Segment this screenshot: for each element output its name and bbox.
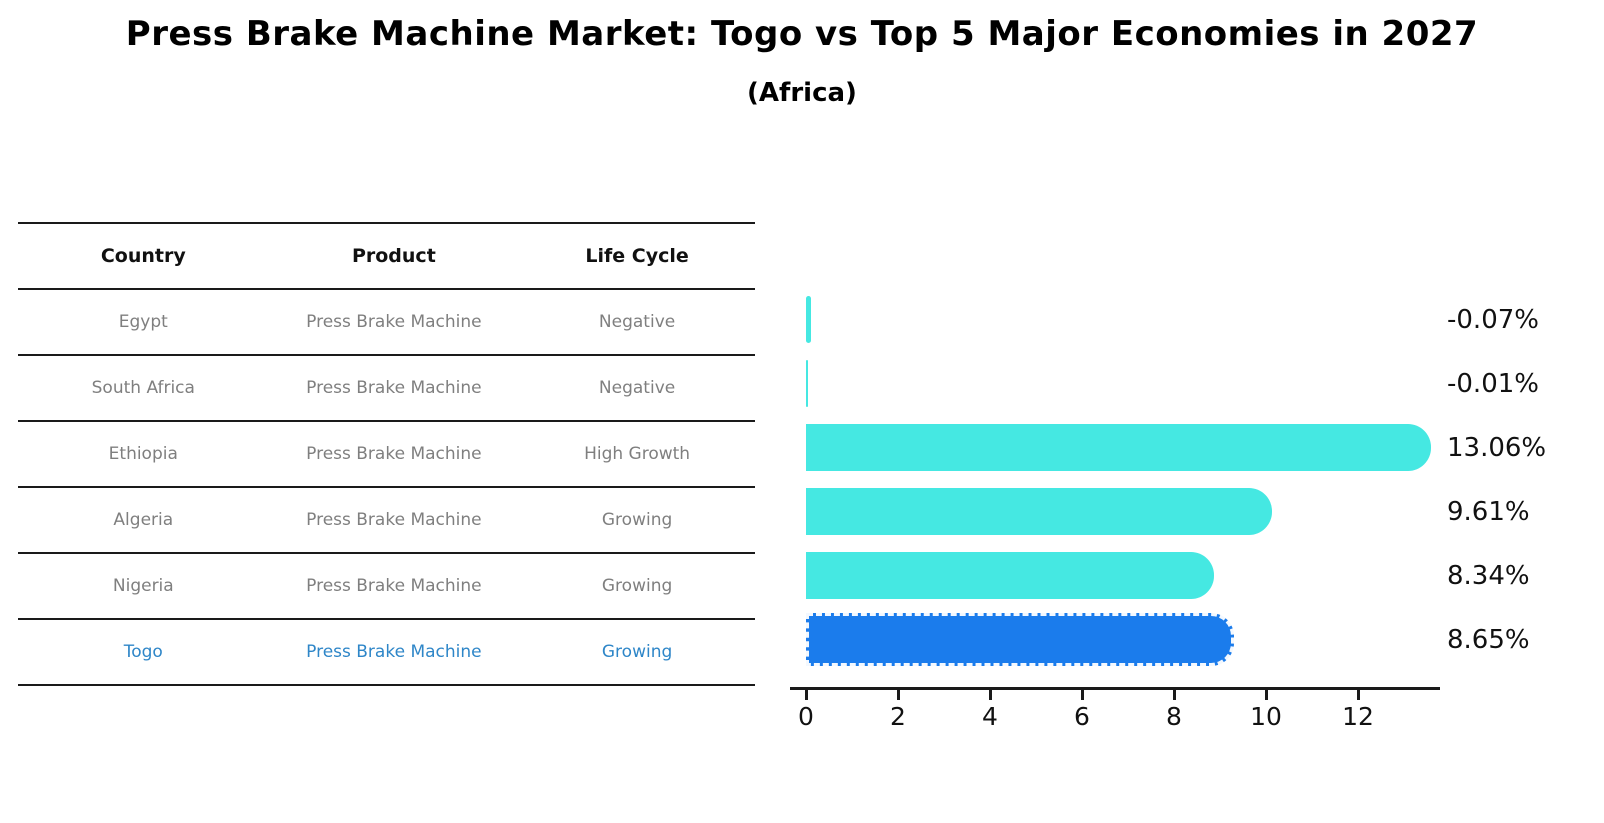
value-label-egypt: -0.07% <box>1447 305 1539 335</box>
table-row-nigeria: Nigeria Press Brake Machine Growing <box>18 552 755 618</box>
tick-label: 10 <box>1250 702 1282 731</box>
cell-country: Algeria <box>113 510 174 530</box>
cell-life-cycle: Growing <box>601 510 673 530</box>
tick-label: 6 <box>1074 702 1090 731</box>
tick-mark <box>989 690 992 700</box>
bar-row-nigeria <box>806 544 1456 608</box>
tick-label: 0 <box>798 702 814 731</box>
cell-product: Press Brake Machine <box>306 642 482 662</box>
value-label-ethiopia: 13.06% <box>1447 433 1547 463</box>
bar-south-africa <box>806 360 809 407</box>
bar-nigeria <box>806 552 1214 599</box>
cell-product: Press Brake Machine <box>306 312 482 332</box>
cell-country: Togo <box>123 642 163 662</box>
tick-mark <box>1265 690 1268 700</box>
value-label-nigeria: 8.34% <box>1447 561 1530 591</box>
tick-mark <box>1173 690 1176 700</box>
tick-mark <box>1081 690 1084 700</box>
bar-value-labels: -0.07% -0.01% 13.06% 9.61% 8.34% 8.65% <box>1447 288 1597 672</box>
value-label-algeria: 9.61% <box>1447 497 1530 527</box>
tick-mark <box>805 690 808 700</box>
bar-row-egypt <box>806 288 1456 352</box>
cell-country: Ethiopia <box>108 444 178 464</box>
value-label-south-africa: -0.01% <box>1447 369 1539 399</box>
tick-mark <box>897 690 900 700</box>
cell-life-cycle: Negative <box>598 312 676 332</box>
value-label-togo: 8.65% <box>1447 625 1530 655</box>
column-header-product: Product <box>351 245 436 267</box>
tick-label: 12 <box>1342 702 1374 731</box>
cell-product: Press Brake Machine <box>306 444 482 464</box>
cell-country: South Africa <box>91 378 195 398</box>
x-axis-line <box>790 687 1440 690</box>
cell-country: Nigeria <box>112 576 174 596</box>
bar-algeria <box>806 488 1273 535</box>
table-row-egypt: Egypt Press Brake Machine Negative <box>18 288 755 354</box>
table-header-row: Country Product Life Cycle <box>18 222 755 288</box>
bar-ethiopia <box>806 424 1431 471</box>
table-row-south-africa: South Africa Press Brake Machine Negativ… <box>18 354 755 420</box>
cell-life-cycle: Negative <box>598 378 676 398</box>
chart-subtitle: (Africa) <box>747 78 857 108</box>
tick-label: 2 <box>890 702 906 731</box>
cell-product: Press Brake Machine <box>306 378 482 398</box>
chart-title: Press Brake Machine Market: Togo vs Top … <box>125 14 1479 54</box>
cell-life-cycle: Growing <box>601 576 673 596</box>
cell-life-cycle: High Growth <box>584 444 691 464</box>
data-table: Country Product Life Cycle Egypt Press B… <box>18 222 755 686</box>
tick-mark <box>1357 690 1360 700</box>
column-header-country: Country <box>100 245 186 267</box>
table-row-ethiopia: Ethiopia Press Brake Machine High Growth <box>18 420 755 486</box>
cell-country: Egypt <box>118 312 168 332</box>
bar-egypt <box>806 296 812 343</box>
bar-row-south-africa <box>806 352 1456 416</box>
table-row-togo: Togo Press Brake Machine Growing <box>18 618 755 684</box>
table-row-algeria: Algeria Press Brake Machine Growing <box>18 486 755 552</box>
cell-product: Press Brake Machine <box>306 576 482 596</box>
bar-row-togo <box>806 608 1456 672</box>
tick-label: 8 <box>1166 702 1182 731</box>
bar-togo <box>806 613 1234 666</box>
bar-row-algeria <box>806 480 1456 544</box>
bar-row-ethiopia <box>806 416 1456 480</box>
column-header-life-cycle: Life Cycle <box>585 245 689 267</box>
tick-label: 4 <box>982 702 998 731</box>
cell-life-cycle: Growing <box>601 642 673 662</box>
bar-chart <box>806 288 1456 672</box>
cell-product: Press Brake Machine <box>306 510 482 530</box>
